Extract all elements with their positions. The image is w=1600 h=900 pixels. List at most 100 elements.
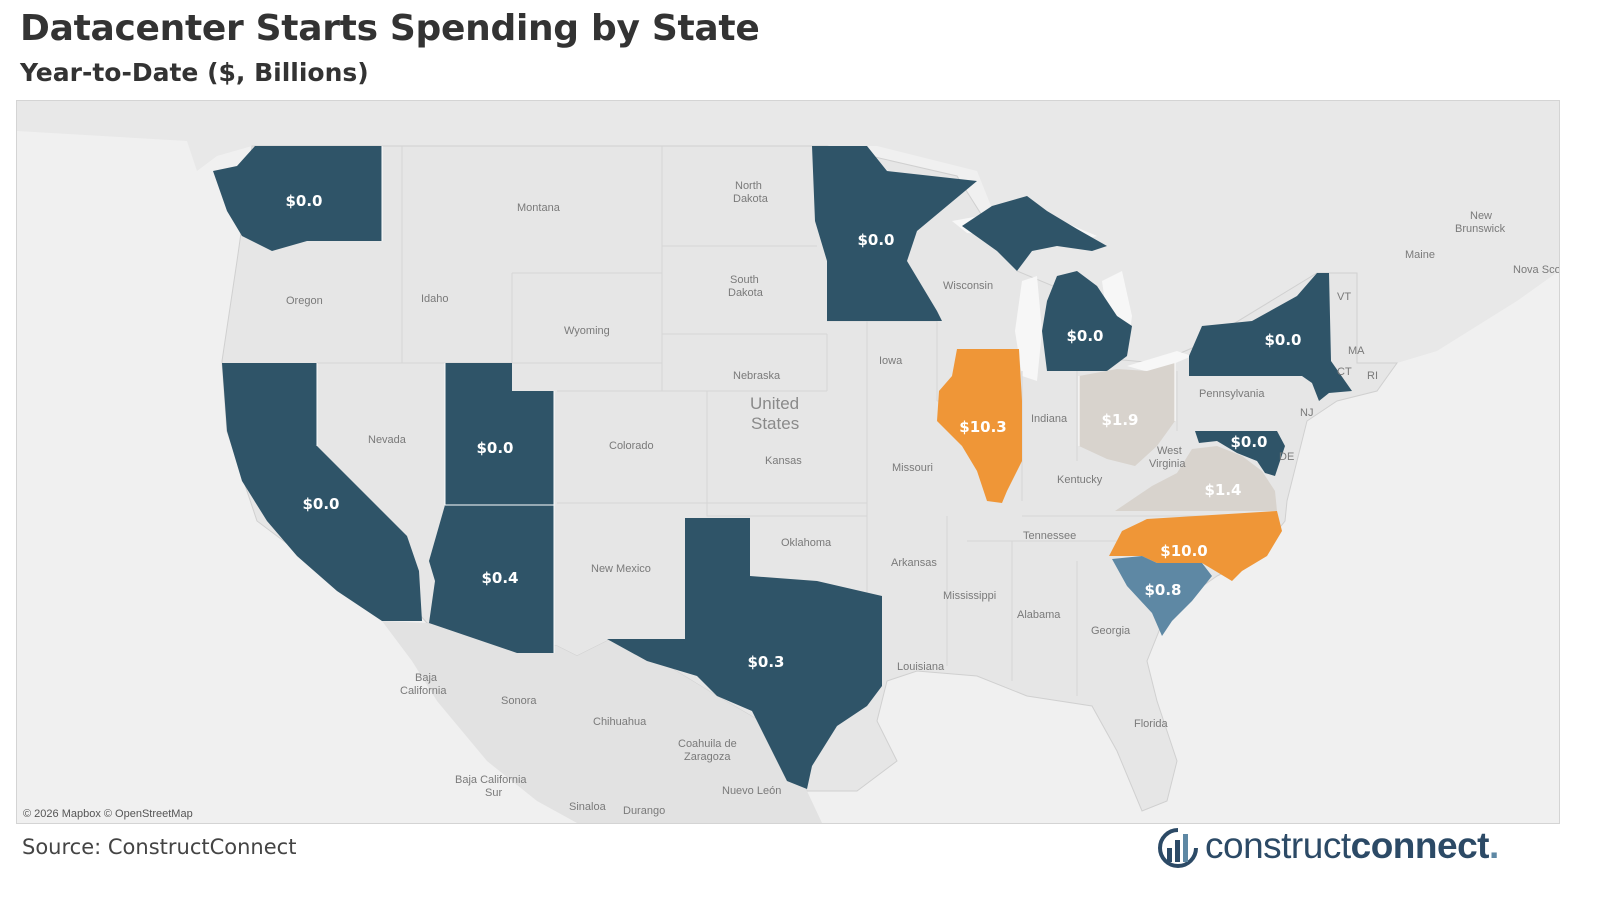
place-label: Coahuila de: [678, 738, 737, 750]
value-label-maryland: $0.0: [1230, 433, 1267, 451]
place-label: Sur: [485, 787, 502, 799]
state-minnesota[interactable]: [812, 146, 977, 321]
value-label-california: $0.0: [302, 495, 339, 513]
place-label: Louisiana: [897, 661, 945, 673]
value-label-north-carolina: $10.0: [1160, 542, 1207, 560]
constructconnect-logo: constructconnect.: [1155, 825, 1555, 872]
place-label: RI: [1367, 370, 1378, 382]
state-california[interactable]: [222, 363, 422, 621]
place-label: Tennessee: [1023, 530, 1076, 542]
state-borders: [316, 146, 1176, 653]
map-attribution[interactable]: © 2026 Mapbox © OpenStreetMap: [23, 808, 193, 820]
state-michigan-lower[interactable]: [1042, 271, 1132, 371]
place-label: VT: [1337, 291, 1351, 303]
place-label: Missouri: [892, 462, 933, 474]
source-note: Source: ConstructConnect: [22, 835, 297, 859]
place-label: Dakota: [733, 193, 769, 205]
value-label-utah: $0.0: [476, 439, 513, 457]
place-label: CT: [1337, 366, 1352, 378]
value-label-south-carolina: $0.8: [1144, 581, 1181, 599]
place-label: Florida: [1134, 718, 1169, 730]
place-label: Baja California: [455, 774, 527, 786]
place-label: Wisconsin: [943, 280, 993, 292]
place-label: Baja: [415, 672, 438, 684]
place-label: Nebraska: [733, 370, 781, 382]
canada-land: [17, 101, 1559, 371]
place-label-layer: Montana North Dakota South Dakota Oregon…: [286, 180, 1559, 817]
value-label-arizona: $0.4: [481, 569, 518, 587]
place-label: Colorado: [609, 440, 654, 452]
value-label-illinois: $10.3: [959, 418, 1006, 436]
place-label: North: [735, 180, 762, 192]
place-label: Montana: [517, 202, 561, 214]
place-label: DE: [1279, 451, 1294, 463]
place-label: South: [730, 274, 759, 286]
place-label: Sinaloa: [569, 801, 607, 813]
state-texas[interactable]: [607, 518, 882, 789]
place-label: Zaragoza: [684, 751, 731, 763]
place-label: Nova Sco: [1513, 264, 1559, 276]
place-label: Nevada: [368, 434, 407, 446]
place-label: Oregon: [286, 295, 323, 307]
country-label-line1: United: [750, 394, 799, 413]
place-label: Arkansas: [891, 557, 937, 569]
value-label-washington: $0.0: [285, 192, 322, 210]
value-labels: $0.0 $0.0 $0.0 $0.4 $0.3 $0.0 $0.0 $10.3 $1.9 $0.…: [285, 192, 1301, 671]
place-label: New Mexico: [591, 563, 651, 575]
value-label-texas: $0.3: [747, 653, 784, 671]
logo-wordmark: constructconnect.: [1205, 825, 1499, 867]
place-label: Pennsylvania: [1199, 388, 1265, 400]
state-maryland[interactable]: [1195, 431, 1285, 476]
place-label: Maine: [1405, 249, 1435, 261]
lake-erie: [1127, 351, 1192, 373]
place-label: Idaho: [421, 293, 449, 305]
place-label: Kentucky: [1057, 474, 1103, 486]
country-label-line2: States: [751, 414, 799, 433]
state-new-york[interactable]: [1189, 273, 1352, 401]
value-label-ohio: $1.9: [1101, 411, 1138, 429]
value-label-virginia: $1.4: [1204, 481, 1241, 499]
place-label: Oklahoma: [781, 537, 832, 549]
state-north-carolina[interactable]: [1109, 511, 1282, 581]
place-label: Dakota: [728, 287, 764, 299]
place-label: Mississippi: [943, 590, 996, 602]
place-label: California: [400, 685, 447, 697]
place-label: Durango: [623, 805, 665, 817]
page-title: Datacenter Starts Spending by State: [20, 8, 760, 49]
place-label: New: [1470, 210, 1492, 222]
state-illinois[interactable]: [937, 349, 1022, 503]
value-label-new-york: $0.0: [1264, 331, 1301, 349]
place-label: Virginia: [1149, 458, 1186, 470]
value-label-minnesota: $0.0: [857, 231, 894, 249]
place-label: Georgia: [1091, 625, 1131, 637]
logo-mark-icon: [1158, 828, 1198, 868]
place-label: Brunswick: [1455, 223, 1506, 235]
place-label: Kansas: [765, 455, 802, 467]
logo-mark-dot: .: [1488, 825, 1499, 866]
place-label: Sonora: [501, 695, 537, 707]
place-label: Wyoming: [564, 325, 610, 337]
lake-michigan: [1015, 276, 1042, 381]
place-label: Nuevo León: [722, 785, 781, 797]
place-label: West: [1157, 445, 1182, 457]
place-label: Iowa: [879, 355, 903, 367]
value-label-michigan: $0.0: [1066, 327, 1103, 345]
map-canvas: [17, 101, 1559, 823]
mexico-land: [382, 621, 822, 823]
state-virginia[interactable]: [1115, 446, 1277, 511]
state-arizona[interactable]: [429, 505, 554, 653]
place-label: Chihuahua: [593, 716, 647, 728]
state-south-carolina[interactable]: [1112, 556, 1212, 636]
map-view[interactable]: $0.0 $0.0 $0.0 $0.4 $0.3 $0.0 $0.0 $10.3 $1.9 $0.…: [16, 100, 1560, 824]
place-label: NJ: [1300, 407, 1313, 419]
place-label: Alabama: [1017, 609, 1061, 621]
state-michigan-upper[interactable]: [962, 196, 1107, 271]
state-ohio[interactable]: [1079, 363, 1175, 466]
state-utah[interactable]: [445, 363, 554, 505]
page-subtitle: Year-to-Date ($, Billions): [20, 58, 369, 87]
place-label: MA: [1348, 345, 1365, 357]
place-label: Indiana: [1031, 413, 1068, 425]
logo-light-text: construct: [1205, 825, 1351, 866]
state-washington[interactable]: [213, 146, 382, 251]
value-label-layer: $0.0 $0.0 $0.0 $0.4 $0.3 $0.0 $0.0 $10.3 $1.9 $0.…: [285, 192, 1301, 671]
